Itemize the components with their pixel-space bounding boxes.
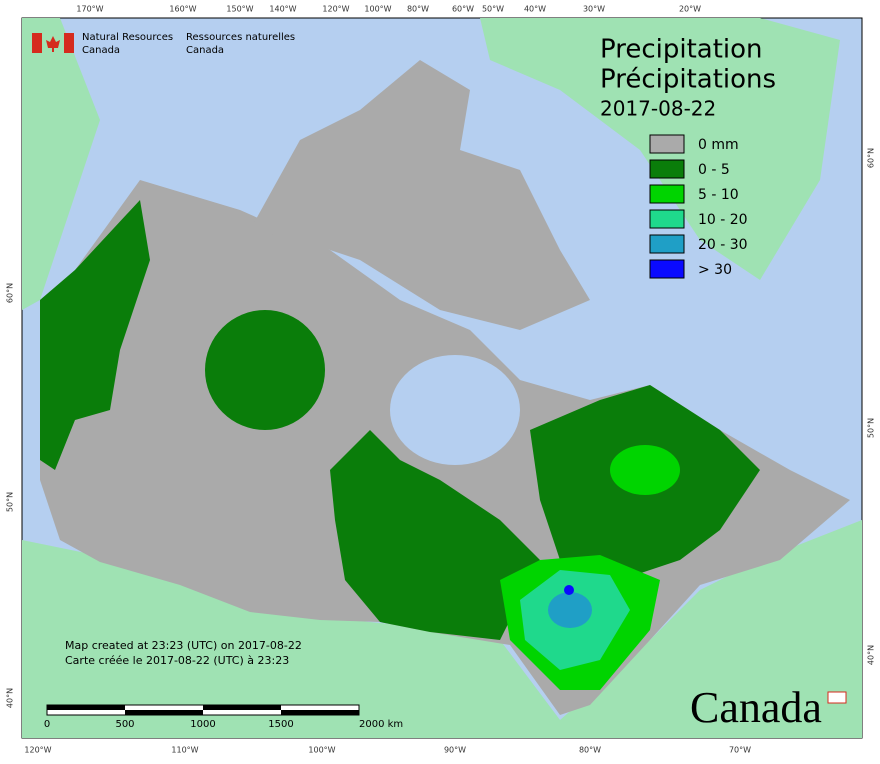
lon-label-top: 170°W — [76, 5, 103, 14]
lon-label-bottom: 80°W — [579, 746, 601, 755]
lon-label-top: 30°W — [583, 5, 605, 14]
scale-labels: 0 500 1000 1500 2000 km — [44, 719, 403, 730]
scale-label: 500 — [115, 719, 134, 730]
legend-label: 10 - 20 — [698, 212, 748, 228]
scale-label: 2000 km — [359, 719, 403, 730]
credit-en: Map created at 23:23 (UTC) on 2017-08-22 — [65, 639, 302, 652]
legend-swatch — [649, 234, 685, 254]
lon-label-top: 140°W — [269, 5, 296, 14]
title-en: Precipitation — [600, 35, 763, 65]
lon-label-top: 160°W — [169, 5, 196, 14]
legend-label: 0 mm — [698, 137, 739, 153]
credit-fr: Carte créée le 2017-08-22 (UTC) à 23:23 — [65, 654, 289, 667]
lat-label-right: 50°N — [867, 418, 876, 438]
lon-label-top: 100°W — [364, 5, 391, 14]
legend-label: 5 - 10 — [698, 187, 739, 203]
dept-fr-1: Ressources naturelles — [186, 32, 295, 43]
lon-label-bottom: 120°W — [24, 746, 51, 755]
lat-label-right: 60°N — [867, 148, 876, 168]
logo — [32, 33, 74, 53]
lat-label-left: 40°N — [6, 688, 15, 708]
scale-label: 0 — [44, 719, 50, 730]
legend-swatch — [649, 259, 685, 279]
lon-label-bottom: 110°W — [171, 746, 198, 755]
precip-west — [40, 200, 150, 470]
title-fr: Précipitations — [600, 65, 776, 95]
lat-label-right: 40°N — [867, 645, 876, 665]
precip-nwt — [205, 310, 325, 430]
lat-label-left: 50°N — [6, 492, 15, 512]
dept-fr-2: Canada — [186, 45, 224, 56]
legend-swatch — [649, 159, 685, 179]
dept-en-2: Canada — [82, 45, 120, 56]
precip-20-30 — [548, 592, 592, 628]
precip-5-10-quebec — [610, 445, 680, 495]
scale-label: 1000 — [190, 719, 215, 730]
precip-ontario — [330, 430, 540, 640]
wordmark: Canada — [690, 683, 822, 732]
precip-over-30 — [564, 585, 574, 595]
lon-label-top: 50°W — [482, 5, 504, 14]
legend: 0 mm 0 - 5 5 - 10 10 - 20 20 - 30 > 30 — [649, 134, 748, 279]
lon-label-top: 150°W — [226, 5, 253, 14]
graticule-labels: 170°W 160°W 150°W 140°W 120°W 100°W 80°W 60°W 50… — [6, 5, 876, 755]
lat-label-left: 60°N — [6, 283, 15, 303]
dept-en-1: Natural Resources — [82, 32, 173, 43]
scale-label: 1500 — [268, 719, 293, 730]
lon-label-bottom: 100°W — [308, 746, 335, 755]
lon-label-bottom: 90°W — [444, 746, 466, 755]
legend-label: > 30 — [698, 262, 732, 278]
lon-label-top: 120°W — [322, 5, 349, 14]
legend-swatch — [649, 209, 685, 229]
lon-label-bottom: 70°W — [729, 746, 751, 755]
legend-label: 0 - 5 — [698, 162, 730, 178]
lon-label-top: 40°W — [524, 5, 546, 14]
hudson-bay — [390, 355, 520, 465]
scale-bar — [46, 704, 360, 716]
alaska — [22, 18, 100, 310]
lon-label-top: 80°W — [407, 5, 429, 14]
united-states — [22, 520, 862, 738]
legend-swatch — [649, 184, 685, 204]
legend-swatch — [649, 134, 685, 154]
wordmark-flag — [827, 691, 847, 704]
title-date: 2017-08-22 — [600, 97, 716, 121]
land — [22, 18, 862, 738]
lon-label-top: 60°W — [452, 5, 474, 14]
arctic-islands — [250, 60, 590, 330]
legend-label: 20 - 30 — [698, 237, 748, 253]
lon-label-top: 20°W — [679, 5, 701, 14]
